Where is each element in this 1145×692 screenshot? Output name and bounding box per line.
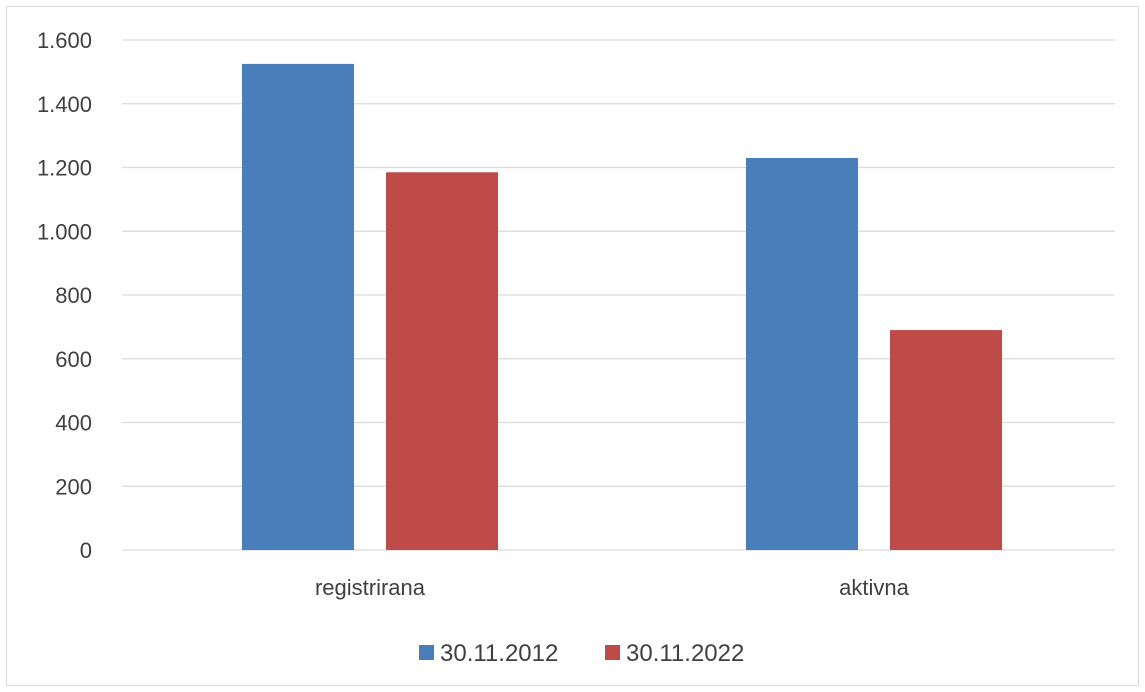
bar-aktivna-30.11.2012 (746, 157, 858, 550)
y-tick-label: 800 (55, 283, 92, 308)
bar-aktivna-30.11.2022 (890, 330, 1002, 550)
bar-registrirana-30.11.2022 (386, 172, 498, 550)
legend-swatch (605, 645, 620, 660)
y-tick-label: 200 (55, 474, 92, 499)
category-label: registrirana (315, 575, 426, 600)
bars (242, 63, 1002, 550)
legend-swatch (419, 645, 434, 660)
category-label: aktivna (839, 575, 909, 600)
y-tick-label: 1.200 (37, 156, 92, 181)
y-tick-label: 0 (80, 538, 92, 563)
y-tick-label: 1.400 (37, 92, 92, 117)
y-tick-label: 1.000 (37, 219, 92, 244)
bar-registrirana-30.11.2012 (242, 63, 354, 550)
legend: 30.11.2012 30.11.2022 (419, 640, 744, 667)
y-tick-label: 1.600 (37, 28, 92, 53)
y-tick-label: 400 (55, 411, 92, 436)
legend-label: 30.11.2012 (440, 640, 558, 667)
x-axis-categories: registrirana aktivna (315, 575, 910, 600)
y-tick-label: 600 (55, 347, 92, 372)
legend-label: 30.11.2022 (626, 640, 744, 667)
y-axis-ticks: 0 200 400 600 800 1.000 1.200 1.400 1.600 (37, 28, 92, 563)
